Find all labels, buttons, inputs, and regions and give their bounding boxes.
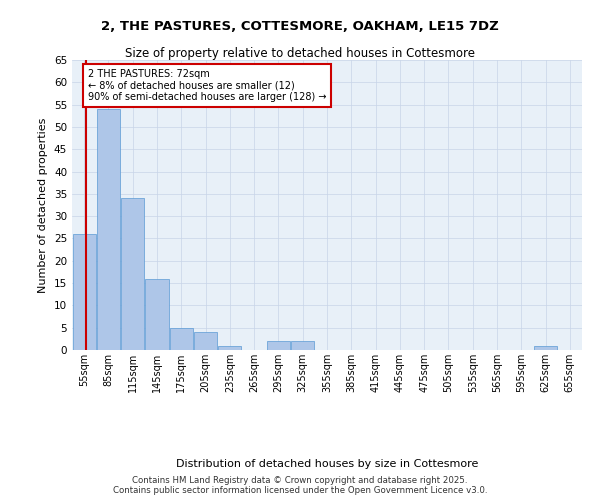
Text: 2, THE PASTURES, COTTESMORE, OAKHAM, LE15 7DZ: 2, THE PASTURES, COTTESMORE, OAKHAM, LE1… [101, 20, 499, 33]
Y-axis label: Number of detached properties: Number of detached properties [38, 118, 49, 292]
Bar [97, 109, 120, 350]
Bar [267, 341, 290, 350]
Text: 2 THE PASTURES: 72sqm
← 8% of detached houses are smaller (12)
90% of semi-detac: 2 THE PASTURES: 72sqm ← 8% of detached h… [88, 69, 326, 102]
Bar [145, 278, 169, 350]
Bar [170, 328, 193, 350]
Text: Contains HM Land Registry data © Crown copyright and database right 2025.
Contai: Contains HM Land Registry data © Crown c… [113, 476, 487, 495]
Bar [73, 234, 95, 350]
X-axis label: Distribution of detached houses by size in Cottesmore: Distribution of detached houses by size … [176, 459, 478, 469]
Bar [194, 332, 217, 350]
Bar [534, 346, 557, 350]
Text: Size of property relative to detached houses in Cottesmore: Size of property relative to detached ho… [125, 48, 475, 60]
Bar [121, 198, 144, 350]
Bar [291, 341, 314, 350]
Bar [218, 346, 241, 350]
